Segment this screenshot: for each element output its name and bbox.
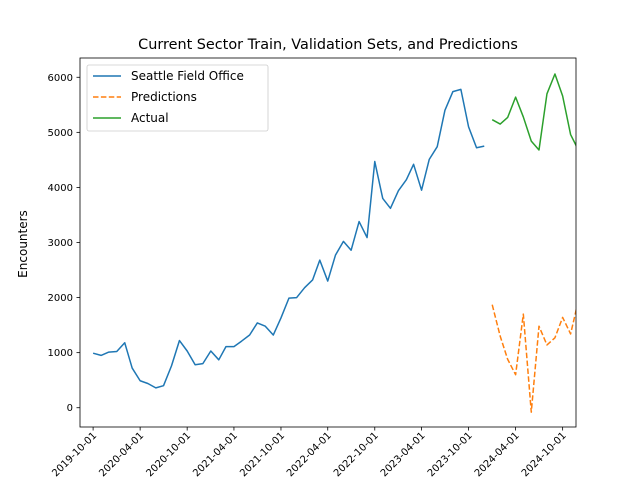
y-tick-label: 6000 [48, 73, 73, 84]
legend: Seattle Field Office Predictions Actual [86, 64, 269, 132]
legend-label-2: Predictions [131, 90, 197, 104]
legend-label-3: Actual [131, 111, 169, 125]
y-axis-label: Encounters [16, 210, 30, 278]
series-line-3 [491, 73, 576, 151]
y-tick-label: 3000 [48, 238, 73, 249]
series-line-1 [92, 88, 485, 389]
legend-label-1: Seattle Field Office [131, 69, 244, 83]
legend-box [86, 64, 269, 132]
y-tick-label: 2000 [48, 293, 73, 304]
y-tick-label: 1000 [48, 348, 73, 359]
y-tick-label: 5000 [48, 128, 73, 139]
y-tick-label: 0 [67, 403, 73, 414]
y-tick-label: 4000 [48, 183, 73, 194]
series-line-2 [491, 304, 576, 413]
chart-title: Current Sector Train, Validation Sets, a… [138, 37, 518, 53]
